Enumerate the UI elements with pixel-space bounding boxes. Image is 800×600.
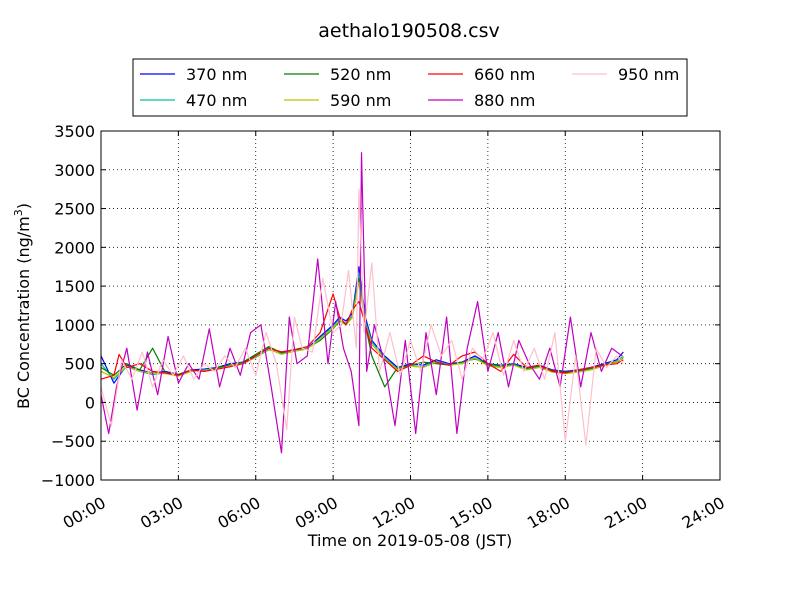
x-tick-label: 06:00 — [214, 493, 263, 533]
y-axis-title-main: BC Concentration (ng/m — [14, 216, 33, 409]
x-tick-label: 00:00 — [60, 493, 109, 533]
y-tick-label: 3000 — [54, 161, 95, 180]
x-tick-label: 03:00 — [137, 493, 186, 533]
legend-label-370-nm: 370 nm — [186, 65, 247, 84]
y-tick-label: 2500 — [54, 200, 95, 219]
series-lines — [100, 152, 624, 454]
y-tick-label: 1000 — [54, 316, 95, 335]
legend-label-660-nm: 660 nm — [474, 65, 535, 84]
y-tick-label: −500 — [51, 432, 95, 451]
x-axis-title: Time on 2019-05-08 (JST) — [307, 531, 512, 550]
y-tick-label: 2000 — [54, 238, 95, 257]
chart-title: aethalo190508.csv — [318, 20, 500, 42]
y-axis-title: BC Concentration (ng/m3) — [12, 203, 33, 409]
y-tick-label: 500 — [64, 355, 95, 374]
y-tick-label: 0 — [85, 393, 95, 412]
y-tick-labels: −1000 −500 0 500 1000 1500 2000 2500 3000 3500 — [41, 122, 95, 490]
y-tick-label: 3500 — [54, 122, 95, 141]
legend-label-590-nm: 590 nm — [330, 91, 391, 110]
legend-label-520-nm: 520 nm — [330, 65, 391, 84]
legend-box — [132, 58, 688, 117]
legend-label-950-nm: 950 nm — [618, 65, 679, 84]
y-axis-title-superscript: 3 — [12, 209, 25, 216]
series-line-880-nm — [100, 152, 623, 454]
series-line-660-nm — [100, 293, 624, 380]
y-tick-label: −1000 — [41, 471, 95, 490]
x-tick-label: 21:00 — [601, 493, 650, 533]
legend: 370 nm 470 nm 520 nm 590 nm 660 nm 880 nm 950 … — [132, 58, 688, 117]
x-tick-labels: 00:00 03:00 06:00 09:00 12:00 15:00 18:00 21:00… — [60, 493, 728, 533]
y-axis-title-close: ) — [14, 203, 33, 209]
axis-ticks — [100, 130, 721, 481]
x-tick-label: 12:00 — [369, 493, 418, 533]
series-line-950-nm — [100, 188, 624, 446]
legend-label-880-nm: 880 nm — [474, 91, 535, 110]
legend-label-470-nm: 470 nm — [186, 91, 247, 110]
x-tick-label: 15:00 — [446, 493, 495, 533]
x-tick-label: 09:00 — [292, 493, 341, 533]
series-line-590-nm — [100, 281, 624, 379]
x-tick-label: 18:00 — [524, 493, 573, 533]
y-tick-label: 1500 — [54, 277, 95, 296]
x-tick-label: 24:00 — [679, 493, 728, 533]
legend-entries: 370 nm 470 nm 520 nm 590 nm 660 nm 880 nm 950 … — [140, 65, 679, 110]
grid — [101, 131, 720, 480]
